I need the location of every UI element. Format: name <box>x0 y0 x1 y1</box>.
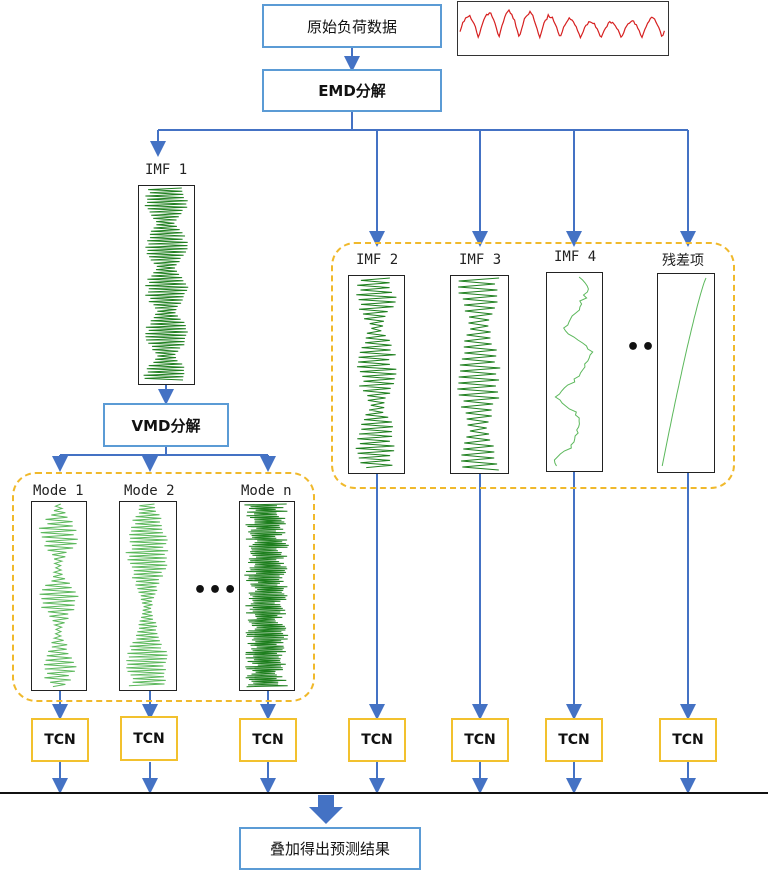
vmd-node: VMD分解 <box>103 403 229 447</box>
tcn-label: TCN <box>464 732 496 748</box>
vmd-modes-group <box>12 472 315 702</box>
imf3-label: IMF 3 <box>459 252 502 268</box>
imf4-panel <box>546 272 603 472</box>
imf1-signal <box>143 187 189 381</box>
tcn-label: TCN <box>672 732 704 748</box>
tcn-imf4: TCN <box>545 718 603 762</box>
tcn-mode2: TCN <box>120 716 178 761</box>
mode1-panel <box>31 501 87 691</box>
emd-label: EMD分解 <box>318 82 386 100</box>
raw-load-node: 原始负荷数据 <box>262 4 442 48</box>
mode1-label: Mode 1 <box>33 483 84 499</box>
mode2-panel <box>119 501 177 691</box>
emd-node: EMD分解 <box>262 69 442 112</box>
imf3-signal <box>457 277 501 471</box>
imf-group <box>331 242 735 489</box>
tcn-residual: TCN <box>659 718 717 762</box>
modes-ellipsis: ••• <box>193 578 239 603</box>
moden-signal <box>244 503 289 688</box>
tcn-imf3: TCN <box>451 718 509 762</box>
moden-label: Mode n <box>241 483 292 499</box>
big-down-arrow <box>309 795 343 824</box>
imf3-panel <box>450 275 509 474</box>
residual-label: 残差项 <box>662 253 704 269</box>
tcn-label: TCN <box>252 732 284 748</box>
tcn-mode1: TCN <box>31 718 89 762</box>
imf1-label: IMF 1 <box>145 162 188 178</box>
raw-load-thumbnail <box>457 1 669 56</box>
tcn-label: TCN <box>44 732 76 748</box>
imf2-label: IMF 2 <box>356 252 399 268</box>
imf4-label: IMF 4 <box>554 249 597 265</box>
raw-load-label: 原始负荷数据 <box>306 17 397 36</box>
tcn-moden: TCN <box>239 718 297 762</box>
mode1-signal <box>38 503 79 688</box>
imf1-panel <box>138 185 195 385</box>
tcn-label: TCN <box>361 732 393 748</box>
tcn-label: TCN <box>558 732 590 748</box>
raw-load-signal <box>459 8 665 40</box>
moden-panel <box>239 501 295 691</box>
result-label: 叠加得出预测结果 <box>269 840 390 858</box>
result-node: 叠加得出预测结果 <box>239 827 421 870</box>
tcn-label: TCN <box>133 730 165 747</box>
mode2-label: Mode 2 <box>124 483 175 499</box>
tcn-imf2: TCN <box>348 718 406 762</box>
mode2-signal <box>125 503 169 687</box>
residual-signal <box>661 277 707 467</box>
residual-panel <box>657 273 715 473</box>
vmd-label: VMD分解 <box>131 416 201 435</box>
imf4-signal <box>553 276 594 467</box>
imf2-panel <box>348 275 405 474</box>
imf2-signal <box>355 277 397 469</box>
